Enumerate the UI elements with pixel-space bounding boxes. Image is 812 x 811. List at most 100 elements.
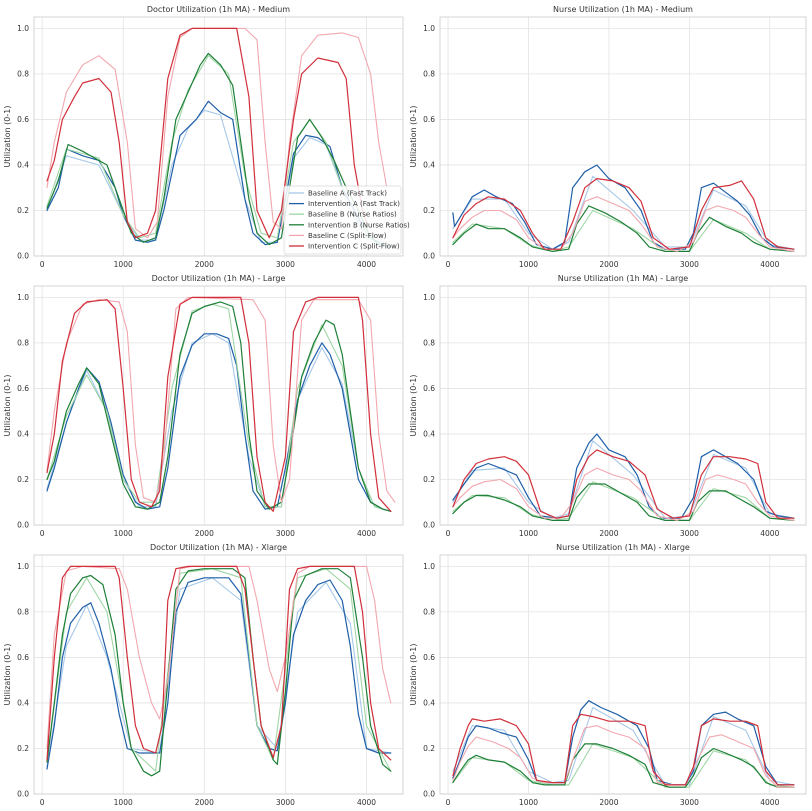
plot-frame <box>439 285 807 526</box>
y-tick-label: 0.6 <box>17 115 29 124</box>
y-tick-label: 1.0 <box>17 562 29 571</box>
x-tick-label: 4000 <box>357 798 376 807</box>
y-tick-label: 1.0 <box>423 293 435 302</box>
x-tick-label: 4000 <box>760 798 779 807</box>
x-tick-label: 3000 <box>276 798 295 807</box>
legend-entry: Intervention A (Fast Track) <box>308 200 400 208</box>
series-line-intervention-a <box>46 577 392 770</box>
y-tick-label: 0.2 <box>17 744 29 753</box>
y-tick-label: 1.0 <box>17 24 29 33</box>
series-line-intervention-b <box>452 483 795 521</box>
series-line-intervention-b <box>452 743 795 788</box>
chart-title: Nurse Utilization (1h MA) - Large <box>558 274 688 283</box>
y-axis-label: Utilization (0-1) <box>3 375 12 437</box>
y-tick-label: 0.2 <box>423 475 435 484</box>
chart-doc-xlarge: 0 1000 2000 3000 4000 0.0 0.2 0.4 0.6 0.8 1.0 Docto… <box>3 543 404 807</box>
x-tick-label: 4000 <box>760 260 779 269</box>
x-tick-label: 4000 <box>357 260 376 269</box>
series-line-intervention-c <box>46 27 368 239</box>
plot-frame <box>33 16 404 257</box>
y-tick-label: 0.0 <box>17 521 29 530</box>
legend-entry: Baseline B (Nurse Ratios) <box>308 211 397 219</box>
chart-nurse-medium: 0 1000 2000 3000 4000 0.0 0.2 0.4 0.6 0.8 1.0 Nurse… <box>409 5 807 269</box>
x-tick-label: 1000 <box>114 529 133 538</box>
series-line-baseline-a <box>46 577 392 768</box>
y-axis-label: Utilization (0-1) <box>409 644 418 706</box>
x-tick-label: 2000 <box>599 798 618 807</box>
y-tick-label: 0.0 <box>423 521 435 530</box>
x-tick-label: 0 <box>446 260 451 269</box>
y-tick-label: 0.0 <box>423 252 435 261</box>
y-tick-label: 0.0 <box>423 790 435 799</box>
series-line-intervention-c <box>452 449 795 519</box>
y-tick-label: 0.0 <box>17 252 29 261</box>
plot-frame <box>439 16 807 257</box>
plot-area <box>440 286 806 525</box>
y-tick-label: 0.8 <box>17 339 29 348</box>
series-line-intervention-b <box>452 205 795 252</box>
series-line-intervention-c <box>46 565 392 761</box>
legend: Baseline A (Fast Track) Intervention A (F… <box>283 185 410 255</box>
plot-area <box>34 555 403 794</box>
y-tick-label: 0.6 <box>17 653 29 662</box>
x-tick-label: 0 <box>40 260 45 269</box>
x-tick-label: 4000 <box>357 529 376 538</box>
y-tick-label: 0.8 <box>423 339 435 348</box>
chart-title: Doctor Utilization (1h MA) - Medium <box>147 5 290 14</box>
series-line-intervention-a <box>452 164 795 250</box>
series-line-baseline-b <box>46 303 392 512</box>
chart-doc-large: 0 1000 2000 3000 4000 0.0 0.2 0.4 0.6 0.8 1.0 Docto… <box>3 274 404 538</box>
series-line-intervention-b <box>46 301 392 512</box>
series-line-intervention-a <box>46 100 392 248</box>
y-tick-label: 0.2 <box>423 206 435 215</box>
series-line-intervention-a <box>452 433 795 519</box>
y-tick-label: 1.0 <box>423 24 435 33</box>
y-tick-label: 0.4 <box>423 699 435 708</box>
y-tick-label: 0.4 <box>423 161 435 170</box>
series-line-intervention-a <box>46 333 392 512</box>
y-tick-label: 0.8 <box>17 70 29 79</box>
series-line-baseline-c <box>452 467 795 521</box>
plot-area <box>440 555 806 794</box>
y-tick-label: 0.4 <box>17 430 29 439</box>
x-tick-label: 3000 <box>276 529 295 538</box>
y-tick-label: 0.2 <box>17 206 29 215</box>
x-tick-label: 0 <box>446 529 451 538</box>
x-tick-label: 1000 <box>114 260 133 269</box>
series-line-baseline-b <box>452 481 795 521</box>
legend-box <box>283 185 402 255</box>
y-tick-label: 0.4 <box>423 430 435 439</box>
y-tick-label: 0.2 <box>423 744 435 753</box>
plot-frame <box>33 285 404 526</box>
legend-entry: Baseline C (Split-Flow) <box>308 232 387 240</box>
y-tick-label: 0.6 <box>423 653 435 662</box>
y-axis-label: Utilization (0-1) <box>3 644 12 706</box>
x-tick-label: 3000 <box>680 260 699 269</box>
chart-doc-medium: 0 1000 2000 3000 4000 0.0 0.2 0.4 0.6 0.8 1.0 Docto… <box>3 5 410 269</box>
x-tick-label: 3000 <box>680 529 699 538</box>
series-line-intervention-c <box>452 713 795 786</box>
x-tick-label: 1000 <box>519 260 538 269</box>
x-tick-label: 3000 <box>276 260 295 269</box>
series-line-baseline-a <box>452 706 795 786</box>
x-tick-label: 0 <box>446 798 451 807</box>
x-tick-label: 1000 <box>114 798 133 807</box>
series-line-baseline-c <box>452 725 795 788</box>
series-line-baseline-b <box>46 55 392 246</box>
y-tick-label: 0.8 <box>423 608 435 617</box>
series-line-baseline-b <box>46 568 392 772</box>
plot-area <box>34 286 403 525</box>
chart-nurse-xlarge: 0 1000 2000 3000 4000 0.0 0.2 0.4 0.6 0.8 1.0 Nurse… <box>409 543 807 807</box>
series-line-baseline-c <box>452 196 795 252</box>
y-tick-label: 1.0 <box>423 562 435 571</box>
y-axis-label: Utilization (0-1) <box>3 106 12 168</box>
y-tick-label: 0.8 <box>423 70 435 79</box>
y-axis-label: Utilization (0-1) <box>409 375 418 437</box>
x-tick-label: 2000 <box>599 260 618 269</box>
series-line-intervention-b <box>46 568 392 777</box>
series-line-intervention-c <box>46 296 392 512</box>
y-tick-label: 0.4 <box>17 161 29 170</box>
x-tick-label: 4000 <box>760 529 779 538</box>
plot-frame <box>33 554 404 795</box>
